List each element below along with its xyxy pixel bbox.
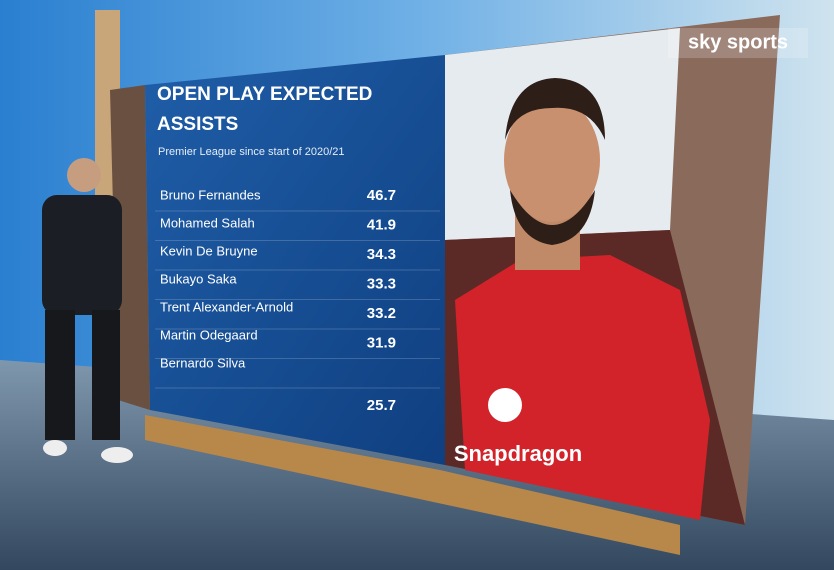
player-name: Mohamed Salah [160, 215, 255, 230]
player-name: Bernardo Silva [160, 355, 246, 370]
xa-value: 31.9 [367, 334, 396, 351]
player-name: Kevin De Bruyne [160, 243, 258, 258]
sponsor-logo [488, 388, 522, 422]
xa-value: 33.2 [367, 305, 396, 322]
player-name: Bruno Fernandes [160, 187, 261, 202]
player-name: Bukayo Saka [160, 271, 237, 286]
presenter-leg [45, 310, 75, 440]
player-hair [505, 78, 605, 140]
graphic-panel [145, 55, 445, 465]
presenter [42, 158, 133, 463]
player-name: Trent Alexander-Arnold [160, 299, 293, 314]
table: Bruno Fernandes 46.7 Mohamed Salah 41.9 Kevi… [155, 187, 440, 414]
xa-value: 34.3 [367, 246, 396, 263]
player-name: Martin Odegaard [160, 327, 258, 342]
presenter-shoe [101, 447, 133, 463]
player-beard [510, 190, 595, 245]
shirt-sponsor: Snapdragon [454, 441, 582, 466]
presenter-torso [42, 195, 122, 315]
presenter-leg [92, 310, 120, 440]
broadcaster-logo: sky sports [688, 31, 788, 53]
screen-base [145, 415, 680, 555]
presenter-shoe [43, 440, 67, 456]
presenter-head [67, 158, 101, 192]
player-shirt [455, 255, 710, 520]
xa-value: 46.7 [367, 187, 396, 204]
xa-value: 41.9 [367, 216, 396, 233]
xa-value: 33.3 [367, 275, 396, 292]
title: OPEN PLAY EXPECTED ASSISTS [157, 84, 372, 135]
subtitle: Premier League since start of 2020/21 [158, 146, 345, 158]
logo-bg [668, 28, 808, 58]
player-head [504, 98, 600, 222]
xa-value: 25.7 [367, 397, 396, 414]
